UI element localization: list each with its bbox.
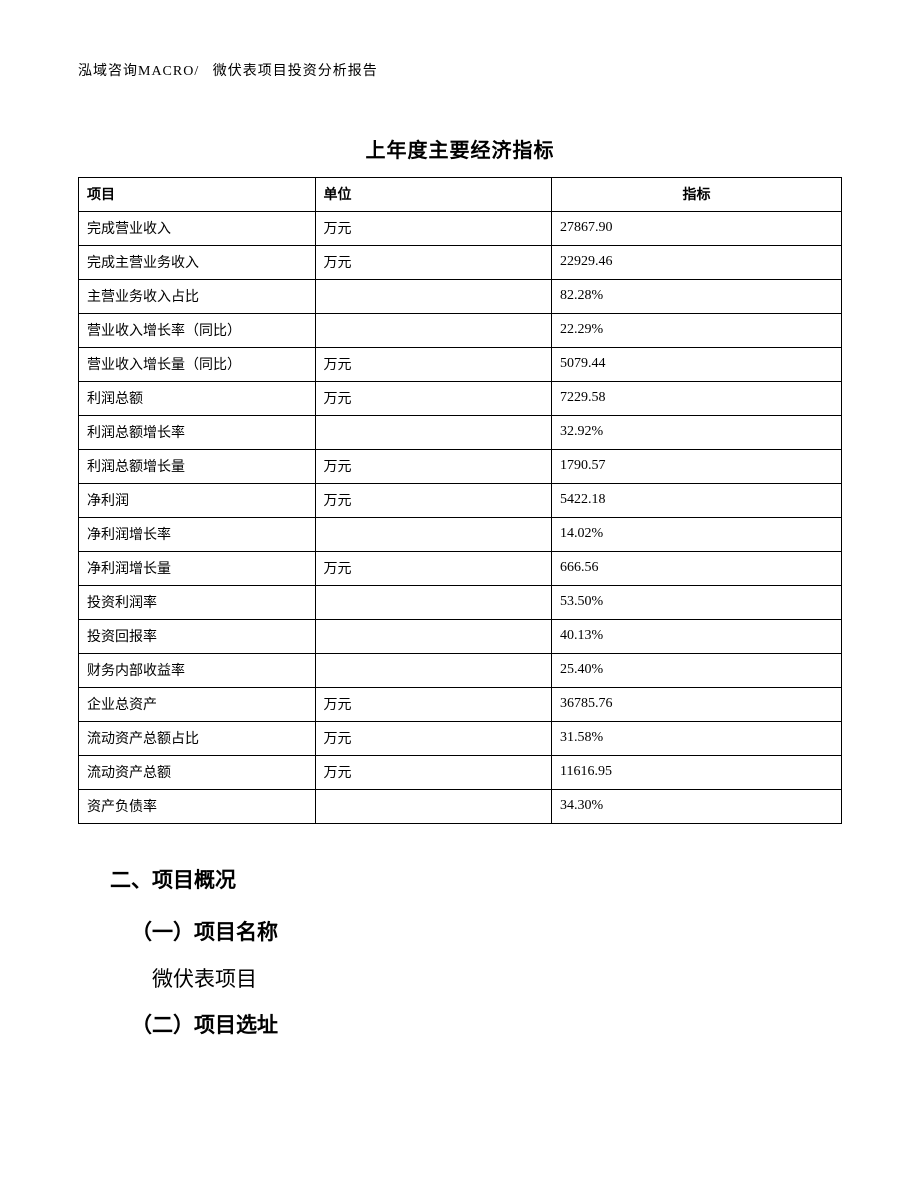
table-cell: 财务内部收益率 xyxy=(79,654,316,688)
table-row: 完成营业收入万元27867.90 xyxy=(79,212,842,246)
table-row: 投资利润率 53.50% xyxy=(79,586,842,620)
table-header: 项目 单位 指标 xyxy=(79,178,842,212)
table-row: 净利润增长率 14.02% xyxy=(79,518,842,552)
table-cell: 31.58% xyxy=(552,722,842,756)
table-cell: 流动资产总额占比 xyxy=(79,722,316,756)
table-cell: 投资回报率 xyxy=(79,620,316,654)
table-cell: 完成主营业务收入 xyxy=(79,246,316,280)
table-cell: 7229.58 xyxy=(552,382,842,416)
table-row: 利润总额增长率 32.92% xyxy=(79,416,842,450)
table-cell xyxy=(315,518,552,552)
table-row: 财务内部收益率 25.40% xyxy=(79,654,842,688)
economic-indicators-table: 项目 单位 指标 完成营业收入万元27867.90完成主营业务收入万元22929… xyxy=(78,177,842,824)
table-cell xyxy=(315,280,552,314)
table-row: 流动资产总额万元11616.95 xyxy=(79,756,842,790)
table-cell: 22929.46 xyxy=(552,246,842,280)
table-cell: 万元 xyxy=(315,756,552,790)
table-row: 资产负债率 34.30% xyxy=(79,790,842,824)
table-title: 上年度主要经济指标 xyxy=(78,134,842,163)
table-cell: 25.40% xyxy=(552,654,842,688)
section-2-2-heading: （二）项目选址 xyxy=(110,1003,810,1049)
table-cell: 净利润 xyxy=(79,484,316,518)
col-header-value: 指标 xyxy=(552,178,842,212)
table-cell: 流动资产总额 xyxy=(79,756,316,790)
table-cell: 净利润增长率 xyxy=(79,518,316,552)
table-row: 投资回报率 40.13% xyxy=(79,620,842,654)
table-cell: 27867.90 xyxy=(552,212,842,246)
table-cell xyxy=(315,790,552,824)
table-row: 流动资产总额占比万元31.58% xyxy=(79,722,842,756)
table-body: 完成营业收入万元27867.90完成主营业务收入万元22929.46主营业务收入… xyxy=(79,212,842,824)
table-cell: 40.13% xyxy=(552,620,842,654)
table-row: 营业收入增长率（同比） 22.29% xyxy=(79,314,842,348)
table-cell: 53.50% xyxy=(552,586,842,620)
section-2-heading: 二、项目概况 xyxy=(110,858,810,904)
table-row: 利润总额万元7229.58 xyxy=(79,382,842,416)
table-cell: 营业收入增长量（同比） xyxy=(79,348,316,382)
table-cell: 利润总额增长量 xyxy=(79,450,316,484)
table-cell: 万元 xyxy=(315,688,552,722)
table-row: 完成主营业务收入万元22929.46 xyxy=(79,246,842,280)
table-cell: 万元 xyxy=(315,450,552,484)
table-cell: 万元 xyxy=(315,382,552,416)
table-cell: 1790.57 xyxy=(552,450,842,484)
table-cell: 11616.95 xyxy=(552,756,842,790)
table-cell: 22.29% xyxy=(552,314,842,348)
table-row: 利润总额增长量万元1790.57 xyxy=(79,450,842,484)
table-cell: 净利润增长量 xyxy=(79,552,316,586)
document-page: 泓域咨询MACRO/ 微伏表项目投资分析报告 上年度主要经济指标 项目 单位 指… xyxy=(0,0,920,1191)
body-text: 二、项目概况 （一）项目名称 微伏表项目 （二）项目选址 xyxy=(78,858,842,1049)
table-cell xyxy=(315,586,552,620)
table-cell: 14.02% xyxy=(552,518,842,552)
table-cell: 投资利润率 xyxy=(79,586,316,620)
table-row: 营业收入增长量（同比）万元5079.44 xyxy=(79,348,842,382)
table-cell: 5079.44 xyxy=(552,348,842,382)
col-header-item: 项目 xyxy=(79,178,316,212)
table-header-row: 项目 单位 指标 xyxy=(79,178,842,212)
table-cell: 完成营业收入 xyxy=(79,212,316,246)
table-cell xyxy=(315,654,552,688)
table-cell: 利润总额增长率 xyxy=(79,416,316,450)
table-row: 主营业务收入占比 82.28% xyxy=(79,280,842,314)
table-cell: 万元 xyxy=(315,246,552,280)
table-cell: 万元 xyxy=(315,722,552,756)
table-cell: 36785.76 xyxy=(552,688,842,722)
table-row: 净利润增长量万元666.56 xyxy=(79,552,842,586)
running-header: 泓域咨询MACRO/ 微伏表项目投资分析报告 xyxy=(78,60,842,80)
table-row: 净利润万元5422.18 xyxy=(79,484,842,518)
table-cell: 666.56 xyxy=(552,552,842,586)
table-cell: 万元 xyxy=(315,484,552,518)
table-cell xyxy=(315,620,552,654)
table-row: 企业总资产万元36785.76 xyxy=(79,688,842,722)
table-cell: 5422.18 xyxy=(552,484,842,518)
table-cell: 万元 xyxy=(315,552,552,586)
table-cell: 82.28% xyxy=(552,280,842,314)
table-cell xyxy=(315,314,552,348)
table-cell: 万元 xyxy=(315,348,552,382)
table-cell xyxy=(315,416,552,450)
col-header-unit: 单位 xyxy=(315,178,552,212)
section-2-1-heading: （一）项目名称 xyxy=(110,910,810,956)
table-cell: 资产负债率 xyxy=(79,790,316,824)
table-cell: 营业收入增长率（同比） xyxy=(79,314,316,348)
table-cell: 主营业务收入占比 xyxy=(79,280,316,314)
table-cell: 企业总资产 xyxy=(79,688,316,722)
section-2-1-text: 微伏表项目 xyxy=(110,956,810,1002)
table-cell: 万元 xyxy=(315,212,552,246)
table-cell: 34.30% xyxy=(552,790,842,824)
table-cell: 32.92% xyxy=(552,416,842,450)
table-cell: 利润总额 xyxy=(79,382,316,416)
